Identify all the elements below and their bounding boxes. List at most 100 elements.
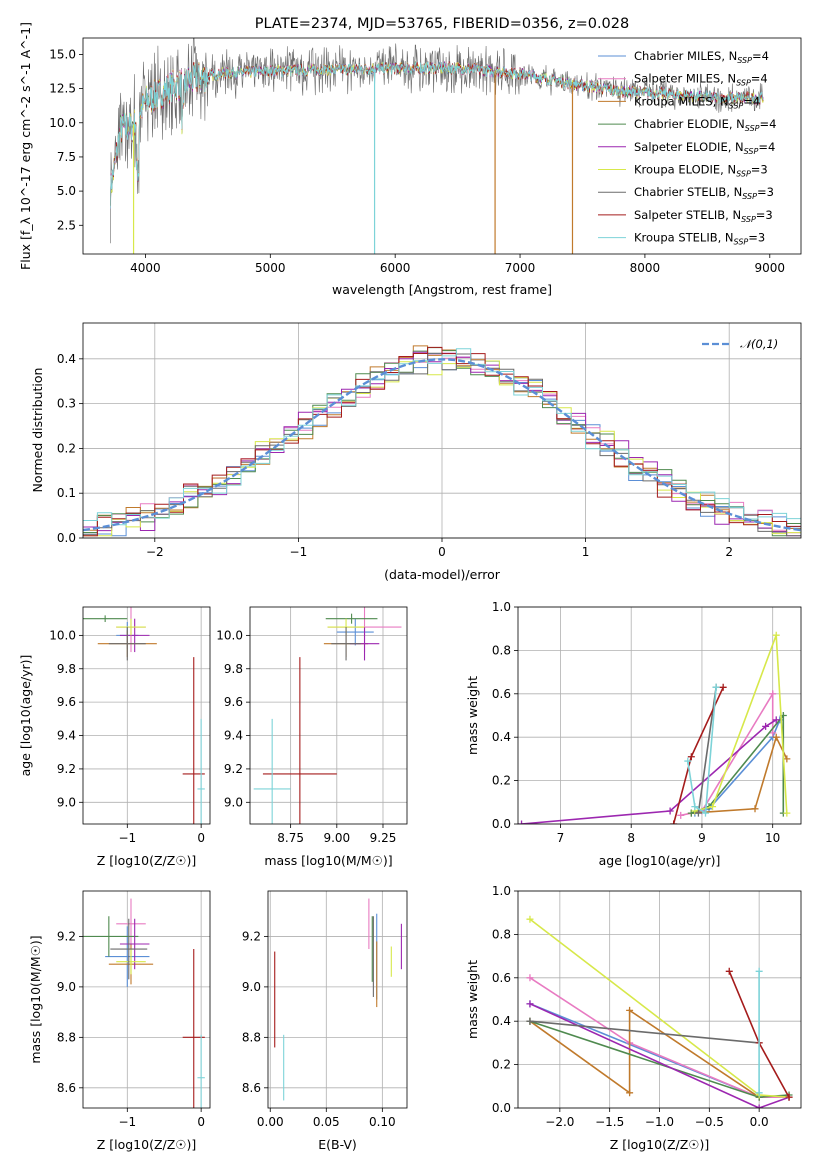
- y-tick-label: 8.6: [57, 1081, 76, 1095]
- weight-point: [518, 820, 526, 824]
- y-tick-label: 0.2: [57, 441, 76, 455]
- weight-point: [701, 809, 709, 817]
- y-tick-label: 9.4: [57, 729, 76, 743]
- weight-line: [529, 1003, 790, 1108]
- x-tick-label: −2.0: [545, 1115, 574, 1129]
- y-tick-label: 0.1: [57, 486, 76, 500]
- panel-weight_vs_Z: −2.0 −1.5 −1.0 −0.5 0.0 0.0 0.2 0.4 0.6 0.8 1.0 Z […: [465, 884, 802, 1152]
- y-tick-label: 0.2: [492, 774, 511, 788]
- y-tick-label: 8.6: [242, 1081, 261, 1095]
- weight-point: [785, 1093, 793, 1101]
- y-tick-label: 9.2: [57, 762, 76, 776]
- spectrum-legend-label: Kroupa MILES, NSSP=4: [634, 94, 760, 110]
- y-tick-label: 0.3: [57, 397, 76, 411]
- x-tick-label: 0: [438, 545, 446, 559]
- x-tick-label: −1: [290, 545, 308, 559]
- y-tick-label: 0.8: [492, 643, 511, 657]
- x-tick-label: −2: [146, 545, 164, 559]
- x-tick-label: 9: [698, 831, 706, 845]
- residual-ylabel: Normed distribution: [30, 368, 45, 493]
- weight-point: [687, 809, 695, 817]
- residual-histograms: [83, 345, 801, 537]
- y-tick-label: 9.0: [57, 795, 76, 809]
- spectrum-xlabel: wavelength [Angstrom, rest frame]: [332, 282, 552, 297]
- panel-age_vs_Z: −1 0 9.0 9.2 9.4 9.6 9.8 10.0 Z [log10(Z/Z☉)] age…: [18, 606, 211, 868]
- weight-point: [626, 1089, 634, 1097]
- spectrum-series: [110, 38, 764, 254]
- weight-point: [769, 690, 777, 698]
- panel-ylabel: mass [log10(M/M☉)]: [28, 935, 43, 1063]
- spectrum-legend-label: Chabrier STELIB, NSSP=3: [634, 185, 774, 201]
- x-tick-label: 9.00: [323, 831, 350, 845]
- panel-frame: [82, 890, 211, 1109]
- weight-point: [687, 753, 695, 761]
- x-tick-label: 10: [765, 831, 780, 845]
- y-tick-label: 0.8: [492, 927, 511, 941]
- panel-xlabel: E(B-V): [318, 1137, 357, 1152]
- y-tick-label: 2.5: [57, 218, 76, 232]
- spectrum-legend-label: Salpeter MILES, NSSP=4: [634, 72, 768, 88]
- weight-point: [684, 757, 692, 765]
- y-tick-label: 9.0: [57, 980, 76, 994]
- weight-point: [694, 809, 702, 817]
- panel-marks: [274, 898, 402, 1101]
- weight-point: [762, 722, 770, 730]
- y-tick-label: 0.0: [57, 531, 76, 545]
- weight-line: [529, 1008, 760, 1098]
- x-tick-label: 0.05: [313, 1115, 340, 1129]
- spectrum-ylabel: Flux [f_λ 10^-17 erg cm^-2 s^-1 A^-1]: [18, 22, 33, 270]
- y-tick-label: 0.2: [492, 1058, 511, 1072]
- y-tick-label: 0.4: [492, 1014, 511, 1028]
- panel-frame: [249, 606, 408, 825]
- panel-ylabel: mass weight: [465, 676, 480, 755]
- y-tick-label: 0.0: [492, 817, 511, 831]
- y-tick-label: 9.0: [242, 980, 261, 994]
- x-tick-label: 1: [582, 545, 590, 559]
- x-tick-label: 9000: [755, 261, 786, 275]
- weight-line: [694, 634, 788, 814]
- x-tick-label: 9.25: [370, 831, 397, 845]
- x-tick-label: 7000: [505, 261, 536, 275]
- y-tick-label: 9.6: [224, 695, 243, 709]
- x-tick-label: 8.75: [277, 831, 304, 845]
- y-tick-label: 1.0: [492, 884, 511, 898]
- y-tick-label: 9.2: [242, 929, 261, 943]
- y-tick-label: 7.5: [57, 150, 76, 164]
- panel-xlabel: Z [log10(Z/Z☉)]: [610, 1137, 710, 1152]
- residual-xlabel: (data-model)/error: [384, 567, 501, 582]
- spectrum-legend-label: Kroupa STELIB, NSSP=3: [634, 231, 765, 247]
- y-tick-label: 10.0: [49, 116, 76, 130]
- y-tick-label: 0.4: [57, 352, 76, 366]
- normal-legend-label: 𝒩(0,1): [740, 337, 778, 351]
- panel-age_vs_mass: 8.75 9.00 9.25 9.0 9.2 9.4 9.6 9.8 10.0 mass [log…: [216, 606, 408, 868]
- x-tick-label: −1.0: [645, 1115, 674, 1129]
- panel-marks: [526, 915, 793, 1108]
- panel-frame: [517, 606, 802, 825]
- x-tick-label: 0.10: [369, 1115, 396, 1129]
- panel-marks: [83, 607, 205, 824]
- x-tick-label: 0: [197, 831, 205, 845]
- y-tick-label: 8.8: [242, 1030, 261, 1044]
- spectrum-legend: Chabrier MILES, NSSP=4 Salpeter MILES, NS…: [598, 49, 776, 247]
- panel-xlabel: age [log10(age/yr)]: [599, 853, 721, 868]
- y-tick-label: 1.0: [492, 600, 511, 614]
- weight-point: [670, 820, 678, 824]
- spectrum-frame: [82, 37, 802, 255]
- residual-panel: −2 −1 0 1 2 0.0 0.1 0.2 0.3 0.4 (data-model)/err…: [30, 322, 802, 582]
- weight-point: [755, 1089, 763, 1097]
- x-tick-label: 0.0: [750, 1115, 769, 1129]
- weight-point: [526, 1017, 534, 1025]
- normal-curve: [83, 358, 801, 532]
- y-tick-label: 10.0: [216, 628, 243, 642]
- residual-y-ticks: 0.0 0.1 0.2 0.3 0.4: [57, 352, 83, 545]
- y-tick-label: 9.8: [57, 662, 76, 676]
- panel-frame: [82, 606, 211, 825]
- y-tick-label: 9.4: [224, 729, 243, 743]
- weight-point: [666, 807, 674, 815]
- weight-point: [783, 755, 791, 763]
- weight-point: [719, 683, 727, 691]
- weight-point: [769, 729, 777, 737]
- panel-ylabel: mass weight: [465, 960, 480, 1039]
- panel-mass_vs_ebv: 0.00 0.05 0.10 8.6 8.8 9.0 9.2 E(B-V): [242, 890, 408, 1152]
- x-tick-label: 0.00: [257, 1115, 284, 1129]
